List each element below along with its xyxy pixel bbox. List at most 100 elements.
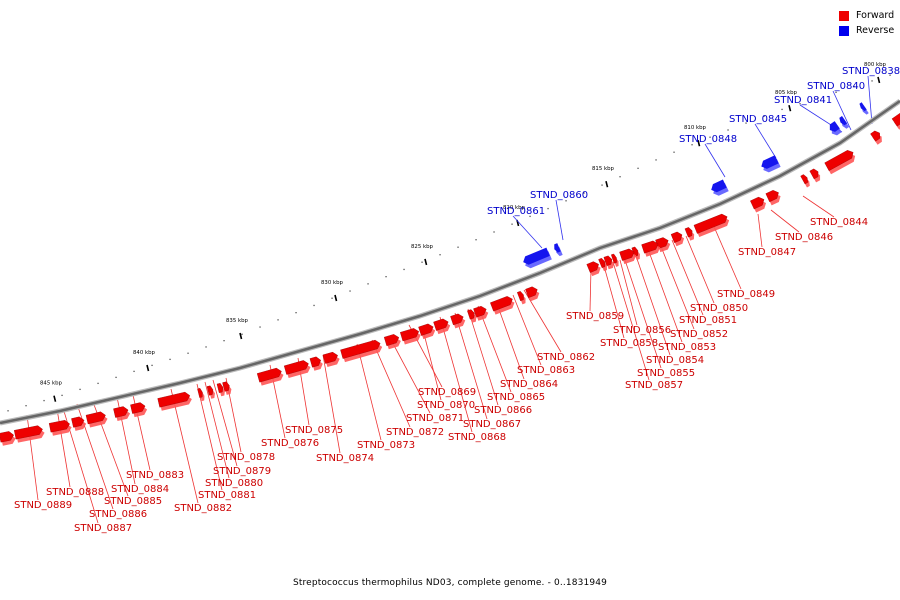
forward-gene-label: STND_0887 xyxy=(74,523,132,534)
forward-gene-glyph xyxy=(824,150,854,171)
minor-tick xyxy=(151,364,153,367)
minor-tick xyxy=(313,304,315,307)
forward-gene-label: STND_0854 xyxy=(646,355,704,366)
forward-gene-label: STND_0850 xyxy=(690,303,748,314)
forward-gene-label: STND_0862 xyxy=(537,352,595,363)
leader-line xyxy=(603,265,625,339)
minor-tick xyxy=(25,405,27,407)
forward-gene-glyph xyxy=(891,112,900,127)
major-tick xyxy=(334,294,338,302)
tick-label: 805 kbp xyxy=(775,90,798,96)
minor-tick xyxy=(295,312,297,314)
minor-tick xyxy=(565,200,567,202)
forward-gene-label: STND_0858 xyxy=(600,338,658,349)
forward-gene-glyph xyxy=(603,255,613,267)
forward-gene-glyph xyxy=(216,383,224,394)
minor-tick xyxy=(835,91,837,93)
reverse-gene-label: STND_0838 xyxy=(842,66,900,77)
reverse-gene-glyph xyxy=(711,179,727,193)
gene-layer xyxy=(0,102,900,446)
leader-line xyxy=(388,335,431,414)
forward-gene-label: STND_0884 xyxy=(111,484,169,495)
forward-gene-glyph xyxy=(113,406,129,418)
minor-tick xyxy=(871,80,873,82)
forward-swatch xyxy=(839,10,849,21)
leader-line xyxy=(623,256,662,369)
forward-gene-glyph xyxy=(467,309,475,320)
minor-tick xyxy=(457,246,459,248)
leader-line xyxy=(512,215,543,249)
forward-gene-glyph xyxy=(870,130,881,142)
forward-gene-glyph xyxy=(598,257,606,269)
legend: Forward Reverse xyxy=(839,8,894,38)
forward-gene-glyph xyxy=(71,416,85,428)
forward-gene-glyph xyxy=(525,286,538,298)
forward-gene-label: STND_0875 xyxy=(285,425,343,436)
forward-gene-label: STND_0853 xyxy=(658,342,716,353)
reverse-gene-label: STND_0840 xyxy=(807,81,865,92)
tick-label: 820 kbp xyxy=(503,205,526,211)
leader-line xyxy=(867,75,873,125)
leader-line xyxy=(612,261,650,381)
gene-label-layer: STND_0844 STND_0846 STND_0847 STND_0849 STND… xyxy=(14,66,900,534)
forward-gene-label: STND_0852 xyxy=(670,329,728,340)
minor-tick xyxy=(853,85,855,88)
forward-gene-glyph xyxy=(48,420,70,433)
tick-label: 825 kbp xyxy=(411,244,434,250)
leader-line xyxy=(647,248,683,343)
tick-label: 810 kbp xyxy=(684,125,707,131)
reverse-gene-glyph xyxy=(523,247,550,265)
forward-gene-label: STND_0855 xyxy=(637,368,695,379)
forward-gene-glyph xyxy=(383,334,400,347)
forward-gene-glyph xyxy=(400,328,420,342)
leader-line xyxy=(754,123,777,159)
minor-tick xyxy=(7,410,9,412)
major-tick xyxy=(239,332,243,340)
forward-gene-glyph xyxy=(309,356,322,368)
tick-label: 840 kbp xyxy=(133,350,156,356)
leader-line xyxy=(467,308,499,406)
leader-line xyxy=(589,267,592,312)
leader-line xyxy=(757,213,763,248)
forward-gene-glyph xyxy=(197,388,203,398)
legend-item-reverse: Reverse xyxy=(839,23,894,38)
minor-tick xyxy=(169,358,171,361)
forward-gene-glyph xyxy=(809,168,819,180)
minor-tick xyxy=(655,159,657,161)
forward-gene-glyph xyxy=(0,431,14,443)
forward-gene-label: STND_0866 xyxy=(474,405,532,416)
forward-gene-label: STND_0879 xyxy=(213,466,271,477)
minor-tick xyxy=(403,268,405,271)
major-tick xyxy=(146,364,150,372)
reverse-gene-label: STND_0860 xyxy=(530,190,588,201)
reverse-gene-glyph xyxy=(761,155,779,169)
minor-tick xyxy=(43,399,45,402)
reverse-swatch xyxy=(839,25,849,36)
forward-gene-glyph xyxy=(516,291,524,302)
minor-tick xyxy=(673,151,675,153)
forward-gene-label: STND_0856 xyxy=(613,325,671,336)
forward-gene-label: STND_0873 xyxy=(357,440,415,451)
legend-label-forward: Forward xyxy=(856,10,895,21)
minor-tick xyxy=(601,184,603,186)
leader-line xyxy=(170,388,199,504)
major-tick xyxy=(53,395,57,402)
leader-line xyxy=(495,300,525,380)
forward-gene-label: STND_0878 xyxy=(217,452,275,463)
minor-tick xyxy=(79,388,81,391)
forward-gene-label: STND_0846 xyxy=(775,232,833,243)
forward-gene-label: STND_0847 xyxy=(738,247,796,258)
genome-caption: Streptococcus thermophilus ND03, complet… xyxy=(292,578,608,588)
minor-tick xyxy=(817,97,819,99)
forward-gene-label: STND_0871 xyxy=(406,413,464,424)
leader-line xyxy=(619,259,638,326)
forward-gene-glyph xyxy=(340,339,381,359)
tick-label: 830 kbp xyxy=(321,280,344,286)
major-tick xyxy=(424,258,428,266)
forward-gene-glyph xyxy=(322,351,338,364)
minor-tick xyxy=(259,326,261,328)
forward-gene-label: STND_0869 xyxy=(418,387,476,398)
major-tick xyxy=(788,104,792,112)
forward-gene-glyph xyxy=(641,240,659,254)
forward-gene-label: STND_0883 xyxy=(126,470,184,481)
